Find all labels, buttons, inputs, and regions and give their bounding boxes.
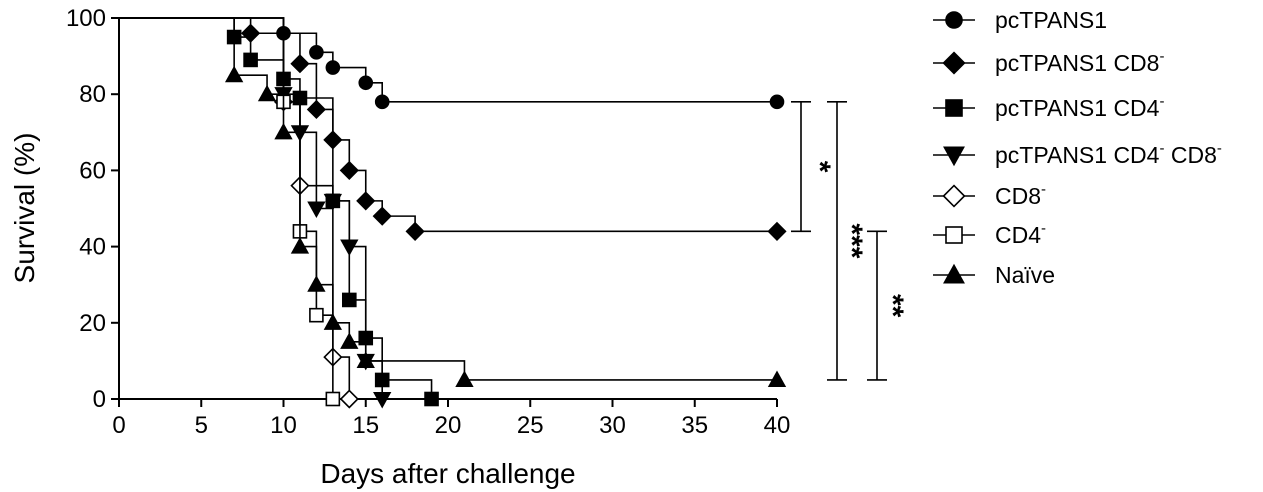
series-1	[119, 17, 785, 110]
data-point	[243, 52, 258, 68]
data-point	[307, 201, 326, 218]
significance-bracket: *	[791, 101, 836, 233]
legend-marker	[945, 11, 963, 29]
x-tick-label: 15	[352, 412, 379, 439]
data-point	[339, 160, 359, 180]
legend-label: pcTPANS1 CD4- CD8-	[995, 140, 1222, 168]
data-point	[325, 391, 341, 407]
x-tick-label: 0	[112, 412, 125, 439]
x-tick-label: 30	[599, 412, 626, 439]
legend-label: pcTPANS1 CD8-	[995, 48, 1164, 76]
series-3	[119, 17, 439, 407]
data-point	[340, 239, 359, 257]
data-point	[767, 221, 787, 241]
y-tick-label: 40	[79, 234, 106, 261]
significance-label: ***	[835, 223, 868, 258]
series-7	[119, 17, 787, 387]
y-axis-title: Survival (%)	[9, 133, 40, 284]
data-point	[323, 313, 343, 330]
data-point	[341, 292, 357, 308]
legend-marker	[945, 99, 963, 117]
significance-label: **	[876, 294, 909, 318]
data-point	[372, 206, 392, 226]
x-axis-title: Days after challenge	[320, 458, 575, 489]
data-point	[767, 370, 787, 387]
survival-curves	[119, 17, 787, 409]
y-tick-label: 20	[79, 310, 106, 337]
data-point	[306, 99, 326, 120]
y-tick-label: 60	[79, 157, 106, 184]
y-tick-label: 80	[79, 81, 106, 108]
series-line	[119, 17, 777, 233]
data-point	[290, 237, 310, 254]
y-tick-label: 0	[93, 386, 106, 413]
legend-label: CD4-	[995, 220, 1046, 248]
data-point	[374, 94, 390, 110]
series-line	[119, 17, 777, 103]
series-line	[119, 17, 777, 381]
data-point	[224, 65, 244, 83]
legend-label: Naïve	[995, 262, 1055, 288]
significance-brackets: ******	[791, 101, 909, 381]
data-point	[307, 275, 326, 292]
legend-marker	[945, 226, 963, 244]
data-point	[424, 391, 439, 407]
bracket-line	[791, 101, 811, 233]
series-line	[119, 17, 334, 399]
data-point	[309, 307, 324, 323]
legend-marker	[942, 51, 966, 75]
significance-bracket: ***	[827, 101, 868, 381]
axes: 0 5 10 15 20 25 30 35 40 0 20 40 60 80 100	[66, 5, 790, 439]
significance-label: *	[803, 161, 836, 173]
legend: pcTPANS1 pcTPANS1 CD8- pcTPANS1 CD4- pcTPAN…	[933, 7, 1222, 288]
x-tick-label: 5	[195, 412, 208, 439]
series-2	[119, 17, 787, 241]
legend-item: CD8-	[933, 181, 1046, 209]
data-point	[356, 351, 375, 368]
y-tick-label: 100	[66, 5, 106, 32]
legend-marker	[942, 184, 966, 208]
legend-item: pcTPANS1	[933, 7, 1107, 33]
data-point	[309, 44, 324, 60]
data-point	[290, 54, 310, 74]
legend-item: pcTPANS1 CD4-	[933, 93, 1164, 121]
x-tick-label: 10	[270, 412, 297, 439]
legend-label: pcTPANS1	[995, 7, 1107, 33]
data-point	[340, 332, 359, 349]
bracket-line	[867, 230, 887, 381]
legend-item: CD4-	[933, 220, 1046, 248]
legend-item: pcTPANS1 CD4- CD8-	[933, 140, 1222, 168]
data-point	[405, 221, 425, 241]
data-point	[257, 84, 277, 102]
data-point	[339, 389, 359, 409]
x-tick-label: 40	[764, 412, 791, 439]
data-point	[356, 191, 376, 211]
significance-bracket: **	[867, 230, 909, 381]
data-point	[769, 94, 785, 110]
x-tick-label: 25	[517, 412, 544, 439]
legend-item: pcTPANS1 CD8-	[933, 48, 1164, 76]
data-point	[455, 370, 474, 387]
legend-marker	[943, 146, 965, 167]
legend-label: CD8-	[995, 181, 1046, 209]
data-point	[373, 391, 392, 409]
series-line	[119, 17, 433, 399]
x-tick-label: 35	[681, 412, 708, 439]
data-point	[274, 122, 293, 140]
x-tick-label: 20	[435, 412, 462, 439]
data-point	[358, 75, 374, 91]
legend-marker	[943, 263, 965, 284]
data-point	[325, 60, 341, 75]
bracket-line	[827, 101, 847, 381]
legend-label: pcTPANS1 CD4-	[995, 93, 1164, 121]
legend-item: Naïve	[933, 262, 1055, 288]
